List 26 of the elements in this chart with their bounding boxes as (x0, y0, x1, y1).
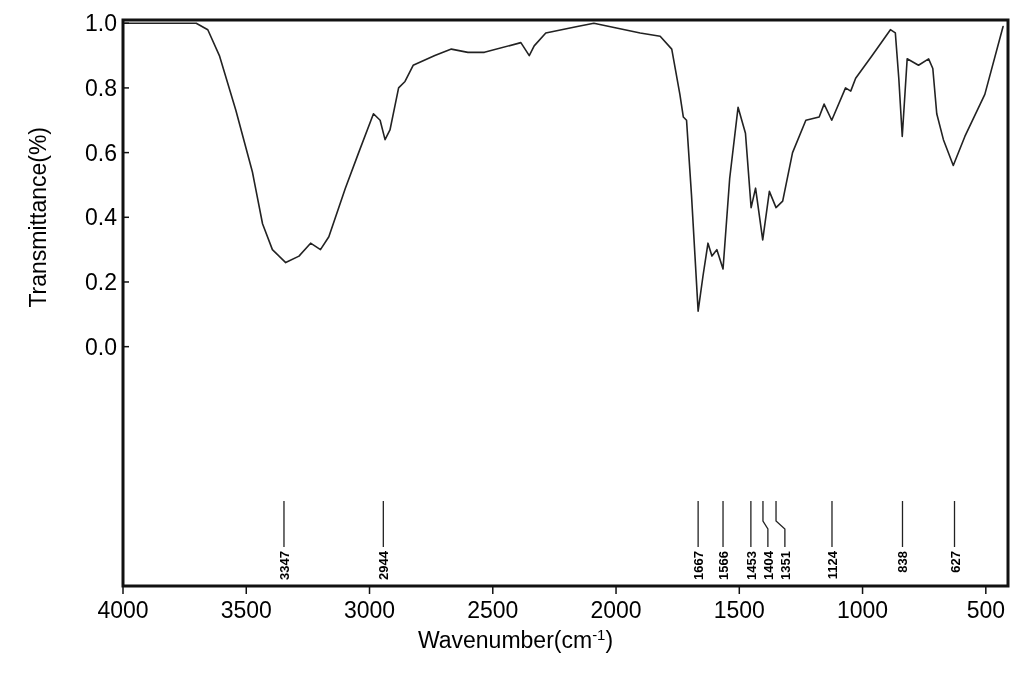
y-tick-label: 0.8 (85, 74, 117, 101)
x-tick-label: 4000 (97, 597, 149, 623)
x-tick-label: 1500 (713, 597, 765, 623)
x-tick-label: 2000 (590, 597, 642, 623)
annotation: 1404 (760, 550, 776, 580)
x-axis-title: Wavenumber(cm$^{-1}$) (417, 625, 614, 653)
annotation: 1124 (824, 550, 840, 580)
x-tick-label: 500 (966, 597, 1005, 623)
y-tick-label: 0.4 (85, 204, 118, 231)
x-tick-label: 1000 (836, 597, 889, 623)
x-tick-label: 3000 (343, 597, 396, 623)
x-tick-label: 3500 (220, 597, 272, 623)
annotation: 1453 (743, 551, 759, 580)
y-tick-label: 1.0 (85, 10, 117, 37)
annotation: 838 (895, 551, 911, 573)
annotation: 3347 (276, 551, 292, 580)
y-axis-title: Transmittance(%) (25, 126, 51, 308)
y-tick-label: 0.0 (85, 333, 117, 360)
annotation: 1566 (716, 551, 732, 580)
annotation: 1667 (691, 551, 707, 580)
y-tick-label: 0.6 (85, 139, 117, 166)
annotation: 2944 (376, 550, 392, 580)
annotation: 627 (947, 551, 963, 573)
annotation: 1351 (777, 551, 793, 580)
x-tick-label: 2500 (467, 597, 519, 623)
y-tick-label: 0.2 (85, 268, 117, 295)
